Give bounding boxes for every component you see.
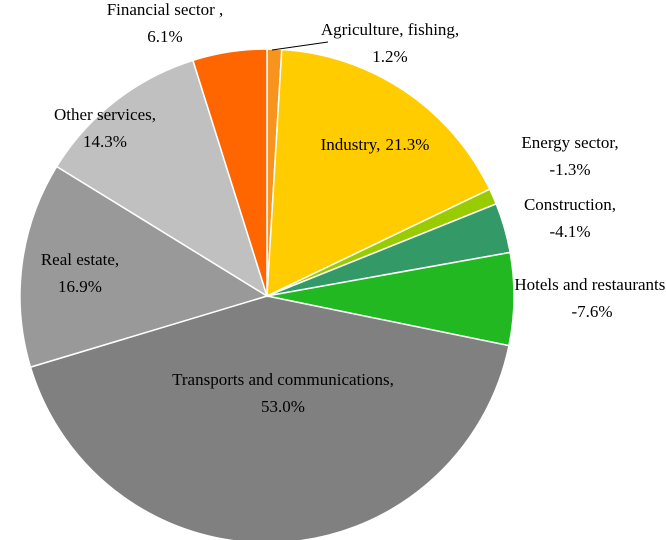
label-value: 1.2% bbox=[372, 47, 407, 66]
leader-line bbox=[271, 41, 329, 51]
label-category: Other services, bbox=[54, 105, 156, 124]
data-label: Agriculture, fishing, 1.2% bbox=[321, 20, 459, 66]
label-value: -1.3% bbox=[549, 160, 590, 179]
data-label: Financial sector , 6.1% bbox=[107, 0, 224, 46]
data-label: Transports and communications, 53.0% bbox=[172, 370, 394, 416]
label-value: 16.9% bbox=[58, 277, 102, 296]
label-value: 6.1% bbox=[147, 27, 182, 46]
data-label: Real estate, 16.9% bbox=[41, 250, 119, 296]
data-label: Energy sector, -1.3% bbox=[521, 133, 618, 179]
label-value: 14.3% bbox=[83, 132, 127, 151]
label-category: Industry, bbox=[321, 135, 381, 154]
pie-slice bbox=[55, 59, 269, 298]
label-category: Construction, bbox=[524, 195, 616, 214]
label-category: Hotels and restaurants, bbox=[514, 275, 666, 294]
label-category: Transports and communications, bbox=[172, 370, 394, 389]
label-category: Energy sector, bbox=[521, 133, 618, 152]
label-value: -4.1% bbox=[549, 222, 590, 241]
label-category: Financial sector , bbox=[107, 0, 224, 19]
pie-slice bbox=[191, 48, 268, 297]
label-category: Agriculture, fishing, bbox=[321, 20, 459, 39]
pie-slice bbox=[19, 165, 269, 369]
label-value: 21.3% bbox=[385, 135, 429, 154]
pie-slice bbox=[29, 295, 510, 540]
data-label: Other services, 14.3% bbox=[54, 105, 156, 151]
pie-slice bbox=[266, 48, 491, 298]
label-category: Real estate, bbox=[41, 250, 119, 269]
label-value: 53.0% bbox=[261, 397, 305, 416]
data-label: Construction, -4.1% bbox=[524, 195, 616, 241]
data-label: Hotels and restaurants, -7.6% bbox=[514, 275, 666, 321]
label-value: -7.6% bbox=[571, 302, 612, 321]
data-label: Industry, 21.3% bbox=[321, 135, 430, 154]
